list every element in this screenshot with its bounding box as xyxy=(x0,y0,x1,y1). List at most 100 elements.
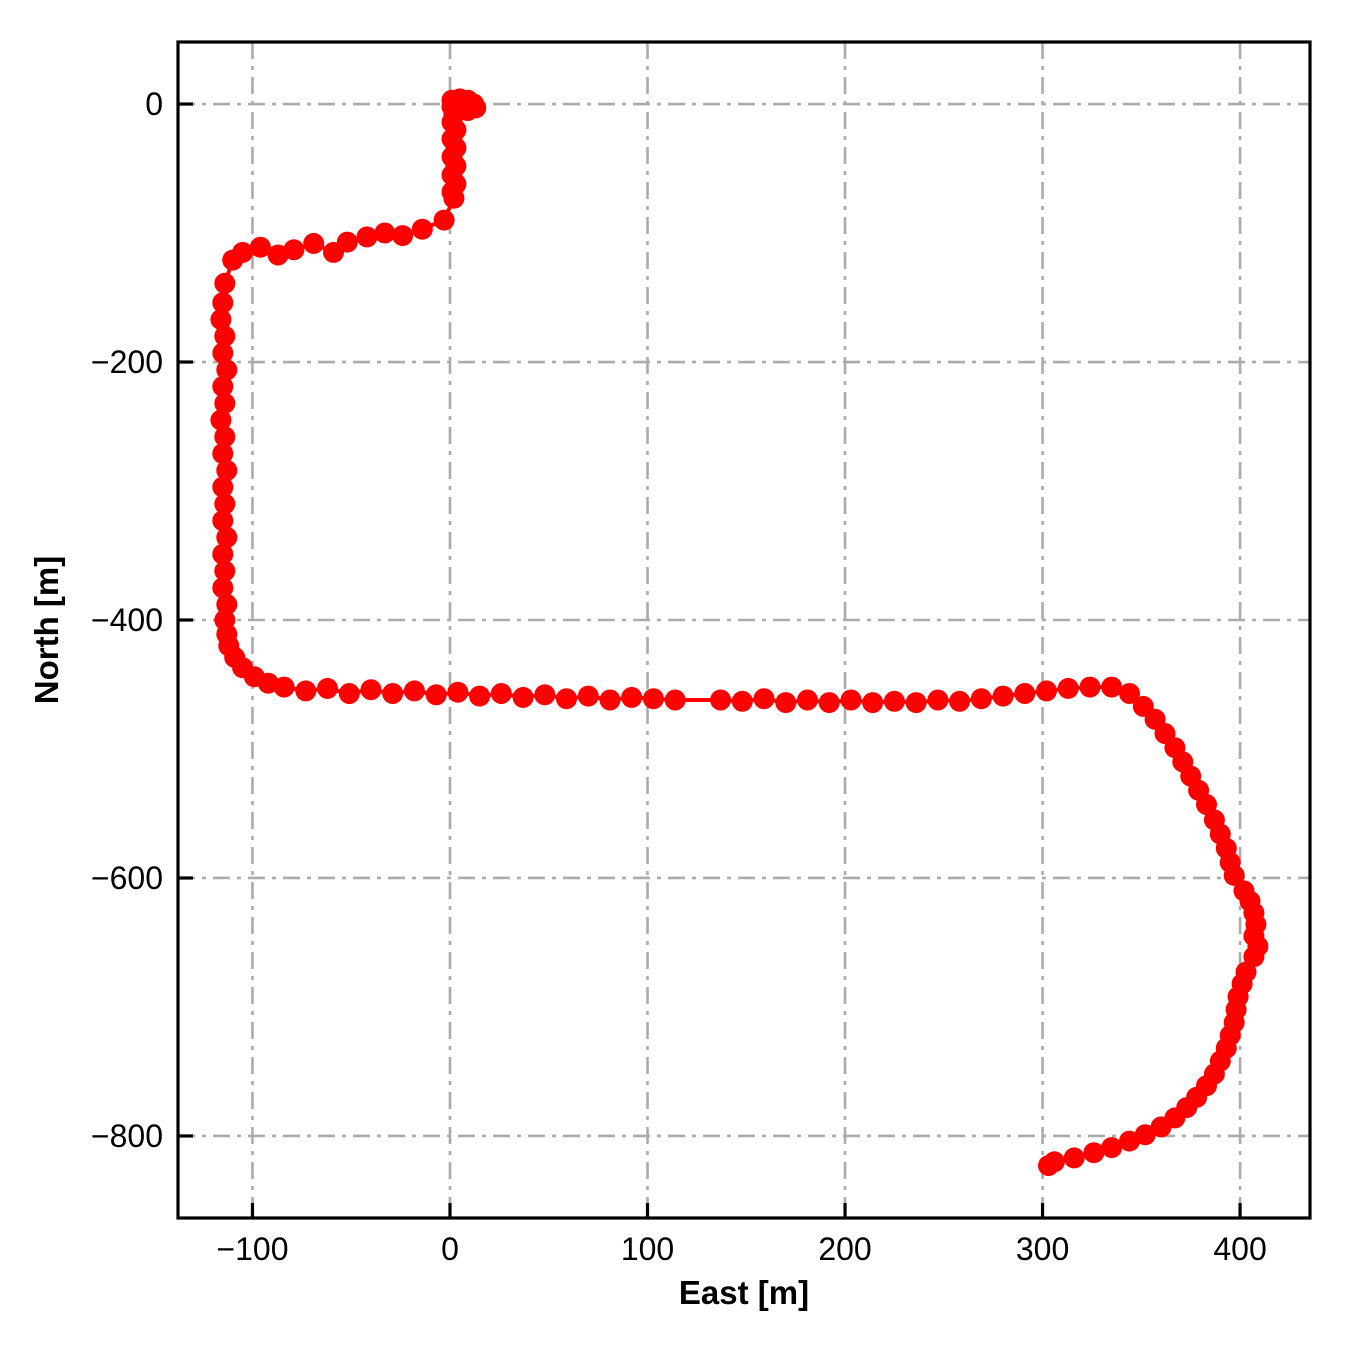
trajectory-point xyxy=(214,493,236,515)
trajectory-point xyxy=(534,684,556,706)
trajectory-point xyxy=(753,688,775,710)
x-axis-label: East [m] xyxy=(679,1274,809,1311)
trajectory-point xyxy=(927,689,949,711)
trajectory-point xyxy=(216,459,238,481)
trajectory-point xyxy=(214,272,236,294)
y-tick-label: −800 xyxy=(91,1118,163,1154)
tick-marks xyxy=(178,102,1242,1218)
y-tick-labels: 0 −200 −400 −600 −800 xyxy=(91,86,163,1154)
trajectory-point xyxy=(212,543,234,565)
x-tick-label: 200 xyxy=(818,1231,871,1267)
trajectory-point xyxy=(862,692,884,714)
trajectory-point xyxy=(1134,1124,1156,1146)
trajectory-point xyxy=(883,690,905,712)
trajectory-point xyxy=(1101,1137,1123,1159)
trajectory-point xyxy=(212,292,234,314)
trajectory-line xyxy=(218,96,1260,1168)
trajectory-point xyxy=(731,690,753,712)
trajectory-point xyxy=(992,685,1014,707)
trajectory-point xyxy=(283,239,305,261)
trajectory-point xyxy=(1119,683,1140,704)
trajectory-point xyxy=(249,236,271,258)
plot-border xyxy=(176,40,1312,1220)
trajectory-point xyxy=(1036,680,1057,702)
trajectory-point xyxy=(797,689,818,711)
trajectory-point xyxy=(214,426,236,448)
trajectory-point xyxy=(356,226,378,248)
trajectory-point xyxy=(664,689,686,711)
trajectory-point xyxy=(216,526,238,548)
y-tick-label: 0 xyxy=(145,86,163,122)
trajectory-point xyxy=(303,232,325,254)
trajectory-point xyxy=(257,672,279,694)
trajectory-point xyxy=(295,680,317,702)
trajectory-point xyxy=(447,681,469,703)
trajectory-point xyxy=(212,476,234,498)
y-tick-label: −600 xyxy=(91,860,163,896)
trajectory-point xyxy=(818,692,840,714)
trajectory-point xyxy=(1014,683,1036,704)
trajectory-point xyxy=(469,685,491,707)
trajectory-point xyxy=(317,677,338,699)
trajectory-point xyxy=(425,684,447,706)
trajectory-point xyxy=(970,688,992,710)
trajectory-point xyxy=(212,510,234,532)
trajectory-point xyxy=(392,225,414,247)
trajectory-point xyxy=(443,187,465,209)
trajectory-point xyxy=(403,680,425,702)
trajectory-point xyxy=(338,683,360,704)
trajectory-point xyxy=(710,689,732,711)
trajectory-point xyxy=(267,244,289,266)
trajectory-point xyxy=(411,218,433,240)
trajectory-point xyxy=(577,685,599,707)
trajectory-point xyxy=(775,692,797,714)
trajectory-point xyxy=(1119,1130,1140,1152)
trajectory-point xyxy=(512,686,534,708)
trajectory-point xyxy=(1057,677,1079,699)
trajectory-point xyxy=(214,392,236,414)
trajectory-point xyxy=(212,443,234,465)
trajectory-point xyxy=(374,222,396,244)
trajectory-point xyxy=(222,249,244,271)
x-tick-label: −100 xyxy=(216,1231,288,1267)
trajectory-point xyxy=(210,409,232,431)
trajectory-point xyxy=(1063,1147,1085,1169)
trajectory-point xyxy=(360,679,382,701)
trajectory-point xyxy=(1083,1142,1105,1164)
x-tick-label: 400 xyxy=(1213,1231,1266,1267)
x-tick-label: 0 xyxy=(441,1231,459,1267)
trajectory-point xyxy=(1223,864,1245,886)
trajectory-point xyxy=(1101,676,1123,698)
trajectory-point xyxy=(214,560,236,582)
trajectory-point xyxy=(905,692,927,714)
trajectory-point xyxy=(212,376,234,397)
x-tick-label: 100 xyxy=(621,1231,674,1267)
x-tick-label: 300 xyxy=(1016,1231,1069,1267)
trajectory-point xyxy=(210,309,232,330)
trajectory-point xyxy=(216,359,238,381)
trajectory-point xyxy=(323,241,344,263)
trajectory-point xyxy=(621,686,643,708)
trajectory-point xyxy=(1038,1155,1059,1177)
trajectory-point xyxy=(382,683,404,704)
trajectory-point xyxy=(212,577,234,599)
trajectory-series xyxy=(210,88,1269,1177)
trajectory-point xyxy=(216,594,238,615)
x-tick-labels: −100 0 100 200 300 400 xyxy=(216,1231,1266,1267)
trajectory-point xyxy=(840,689,862,711)
y-tick-label: −200 xyxy=(91,344,163,380)
trajectory-point xyxy=(556,688,577,710)
trajectory-point xyxy=(1150,1116,1172,1138)
grid-lines xyxy=(178,42,1310,1218)
y-axis-label: North [m] xyxy=(28,556,65,704)
trajectory-point xyxy=(949,690,971,712)
trajectory-point xyxy=(212,342,234,364)
trajectory-point xyxy=(273,676,295,698)
trajectory-point xyxy=(433,209,455,231)
trajectory-point xyxy=(599,689,621,711)
trajectory-point xyxy=(214,325,236,347)
trajectory-point xyxy=(642,688,664,710)
trajectory-point xyxy=(490,683,512,704)
